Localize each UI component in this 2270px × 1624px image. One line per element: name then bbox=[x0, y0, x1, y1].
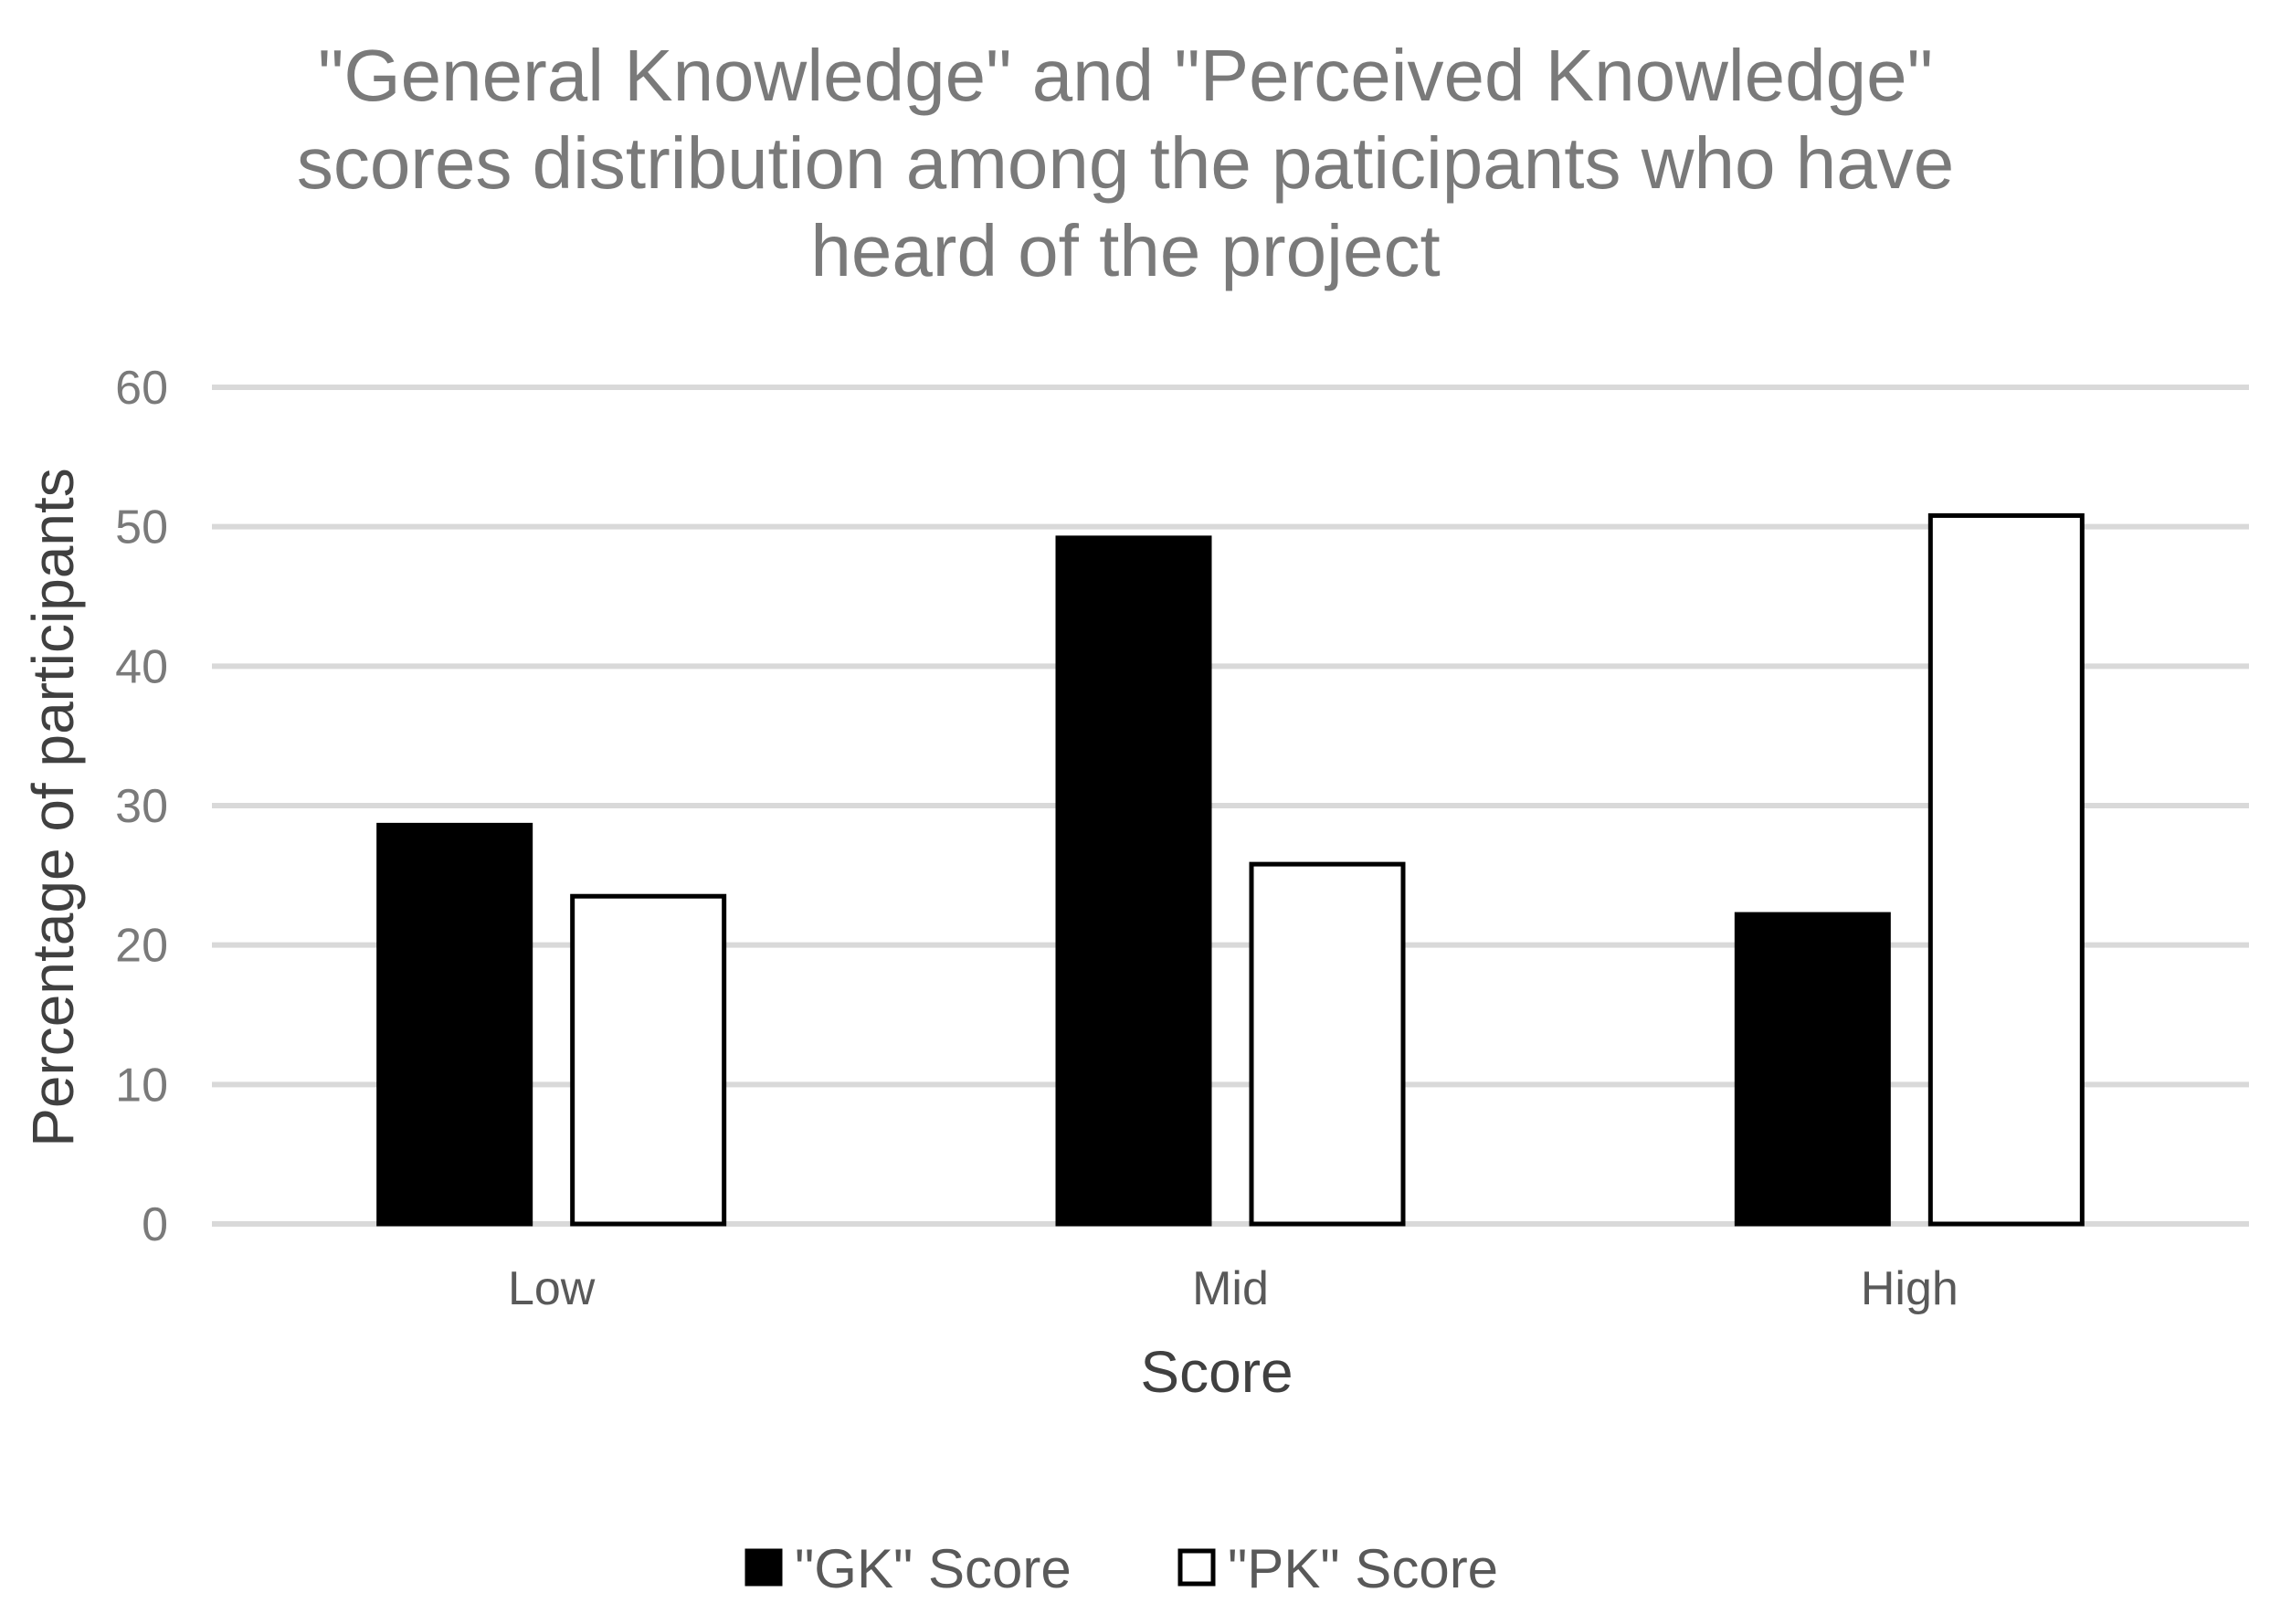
x-tick-label: Mid bbox=[1192, 1262, 1269, 1315]
legend: "GK" Score "PK" Score bbox=[744, 1538, 1498, 1599]
bar-mid-series-1 bbox=[1055, 535, 1212, 1227]
x-tick-label: Low bbox=[508, 1262, 596, 1315]
chart-title-line-2: scores distribution among the paticipant… bbox=[297, 122, 1954, 204]
x-axis-ticks: Low Mid High bbox=[508, 1262, 1959, 1315]
bar-low-series-1 bbox=[376, 822, 533, 1227]
bar-low-series-2 bbox=[570, 893, 727, 1227]
legend-label: "PK" Score bbox=[1228, 1538, 1498, 1599]
gridlines bbox=[212, 385, 2249, 1227]
x-tick-label: High bbox=[1861, 1262, 1959, 1315]
x-axis-label: Score bbox=[1140, 1339, 1293, 1405]
legend-item-2: "PK" Score bbox=[1177, 1538, 1498, 1599]
y-tick-label: 30 bbox=[115, 780, 168, 833]
y-tick-label: 20 bbox=[115, 920, 168, 973]
bar-high-series-1 bbox=[1734, 912, 1891, 1227]
y-axis-ticks: 0 10 20 30 40 50 60 bbox=[115, 362, 168, 1251]
legend-swatch bbox=[1177, 1548, 1216, 1587]
y-tick-label: 10 bbox=[115, 1059, 168, 1112]
chart-title: "General Knowledge" and "Perceived Knowl… bbox=[297, 35, 1954, 291]
y-tick-label: 40 bbox=[115, 640, 168, 693]
chart-title-line-3: heard of the project bbox=[810, 210, 1440, 291]
chart-title-line-1: "General Knowledge" and "Perceived Knowl… bbox=[318, 35, 1933, 116]
y-axis-label: Percentage of participants bbox=[20, 468, 86, 1147]
bars bbox=[376, 512, 2085, 1227]
y-tick-label: 50 bbox=[115, 501, 168, 554]
legend-label: "GK" Score bbox=[795, 1538, 1072, 1599]
y-tick-label: 0 bbox=[142, 1198, 168, 1251]
legend-item-1: "GK" Score bbox=[744, 1538, 1072, 1599]
bar-high-series-2 bbox=[1927, 512, 2085, 1227]
bar-mid-series-2 bbox=[1249, 861, 1406, 1227]
y-tick-label: 60 bbox=[115, 362, 168, 415]
legend-swatch bbox=[744, 1548, 783, 1587]
